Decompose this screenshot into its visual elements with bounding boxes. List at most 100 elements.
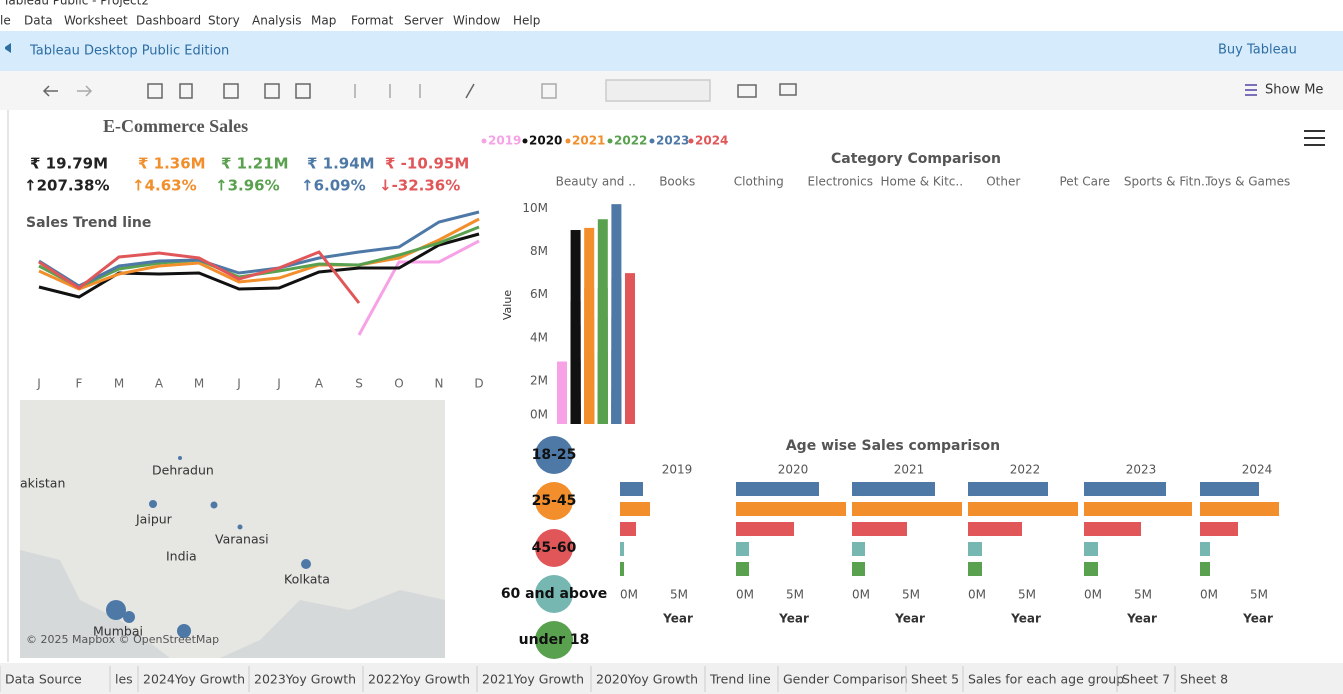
legend-label[interactable]: 2024 — [695, 134, 728, 148]
sheet-tab[interactable]: 2022Yoy Growth — [368, 672, 470, 687]
map-point[interactable] — [106, 600, 126, 620]
menu-item[interactable]: Worksheet — [64, 14, 128, 28]
bar[interactable] — [620, 482, 643, 496]
bar[interactable] — [625, 273, 635, 424]
highlight-icon[interactable] — [465, 83, 475, 99]
menu-item[interactable]: Data — [24, 14, 53, 28]
save-icon[interactable] — [147, 83, 163, 99]
bar[interactable] — [852, 542, 865, 556]
bar[interactable] — [1084, 542, 1098, 556]
bar[interactable] — [611, 349, 622, 424]
bar[interactable] — [736, 482, 819, 496]
bar[interactable] — [736, 542, 749, 556]
bar[interactable] — [1084, 482, 1166, 496]
bar[interactable] — [968, 522, 1022, 536]
sheet-tab[interactable]: les — [115, 672, 133, 687]
bar[interactable] — [584, 357, 595, 424]
new-source-icon[interactable] — [179, 83, 193, 99]
legend-label[interactable]: 2019 — [488, 134, 521, 148]
bar[interactable] — [625, 411, 635, 424]
bar[interactable] — [1200, 562, 1210, 576]
legend-label[interactable]: 2023 — [656, 134, 689, 148]
bar[interactable] — [625, 373, 635, 424]
bar[interactable] — [968, 562, 982, 576]
map-point[interactable] — [178, 456, 182, 460]
map-point[interactable] — [210, 501, 218, 509]
legend-label[interactable]: 2020 — [529, 134, 562, 148]
menu-item[interactable]: le — [0, 14, 11, 28]
menu-item[interactable]: Help — [513, 14, 540, 28]
hamburger-menu[interactable] — [1304, 130, 1325, 146]
map-point[interactable] — [149, 500, 157, 508]
menu-item[interactable]: Dashboard — [136, 14, 201, 28]
bar[interactable] — [570, 405, 581, 424]
legend-label[interactable]: 18-25 — [532, 447, 577, 463]
bar[interactable] — [620, 522, 636, 536]
sheet-tab[interactable]: Trend line — [709, 672, 771, 687]
legend-label[interactable]: 2021 — [572, 134, 605, 148]
label-icon[interactable] — [541, 83, 557, 99]
bar[interactable] — [852, 522, 907, 536]
bar[interactable] — [611, 403, 622, 424]
bar[interactable] — [570, 230, 581, 424]
bar[interactable] — [557, 417, 567, 424]
bar[interactable] — [597, 219, 608, 424]
sheet-tab[interactable]: Gender Comparison — [783, 672, 908, 687]
menu-item[interactable]: Format — [351, 14, 394, 28]
menu-item[interactable]: Window — [453, 14, 501, 28]
cards-icon[interactable] — [737, 84, 757, 98]
fit-dropdown[interactable] — [605, 79, 711, 102]
redo-icon[interactable] — [77, 85, 93, 97]
duplicate-icon[interactable] — [264, 83, 280, 99]
legend-label[interactable]: 60 and above — [501, 586, 607, 602]
bar[interactable] — [620, 562, 624, 576]
sheet-tab[interactable]: Sheet 5 — [911, 672, 959, 687]
bar[interactable] — [852, 482, 935, 496]
sheet-tab[interactable]: 2023Yoy Growth — [254, 672, 356, 687]
menu-item[interactable]: Analysis — [252, 14, 301, 28]
show-me-button[interactable]: Show Me — [1265, 83, 1323, 98]
bar[interactable] — [620, 502, 650, 516]
bar[interactable] — [584, 227, 595, 424]
bar[interactable] — [852, 502, 962, 516]
legend-label[interactable]: 25-45 — [532, 493, 577, 509]
clear-icon[interactable] — [295, 83, 311, 99]
bar[interactable] — [611, 204, 622, 424]
bar[interactable] — [597, 403, 608, 424]
bar[interactable] — [968, 502, 1078, 516]
bar[interactable] — [1200, 482, 1259, 496]
menu-item[interactable]: Story — [208, 14, 240, 28]
sheet-tab[interactable]: Data Source — [5, 672, 82, 687]
sort-icons[interactable] — [354, 84, 421, 98]
bar[interactable] — [968, 542, 982, 556]
bar[interactable] — [1084, 522, 1141, 536]
bar[interactable] — [1200, 502, 1279, 516]
bar[interactable] — [968, 482, 1048, 496]
menu-item[interactable]: Map — [311, 14, 336, 28]
bar[interactable] — [597, 352, 608, 424]
sheet-tab[interactable]: 2021Yoy Growth — [482, 672, 584, 687]
bar[interactable] — [557, 361, 567, 424]
sheet-tab[interactable]: Sheet 7 — [1122, 672, 1170, 687]
map-point[interactable] — [177, 624, 191, 638]
map-point[interactable] — [237, 524, 243, 530]
legend-label[interactable]: under 18 — [519, 632, 590, 648]
buy-link[interactable]: Buy Tableau — [1218, 43, 1297, 58]
bar[interactable] — [1200, 522, 1238, 536]
bar[interactable] — [852, 562, 865, 576]
bar[interactable] — [736, 522, 794, 536]
bar[interactable] — [1200, 542, 1210, 556]
bar[interactable] — [1084, 502, 1192, 516]
bar[interactable] — [557, 402, 567, 424]
show-me-icon[interactable] — [1245, 84, 1257, 96]
menu-item[interactable]: Server — [404, 14, 443, 28]
sheet-tab[interactable]: Sheet 8 — [1180, 672, 1228, 687]
sheet-tab[interactable]: Sales for each age group — [968, 672, 1124, 687]
bar[interactable] — [736, 562, 749, 576]
bar[interactable] — [570, 359, 581, 424]
bar[interactable] — [584, 405, 595, 424]
legend-label[interactable]: 45-60 — [532, 540, 577, 556]
map-point[interactable] — [123, 611, 135, 623]
legend-label[interactable]: 2022 — [614, 134, 647, 148]
bar[interactable] — [736, 502, 846, 516]
